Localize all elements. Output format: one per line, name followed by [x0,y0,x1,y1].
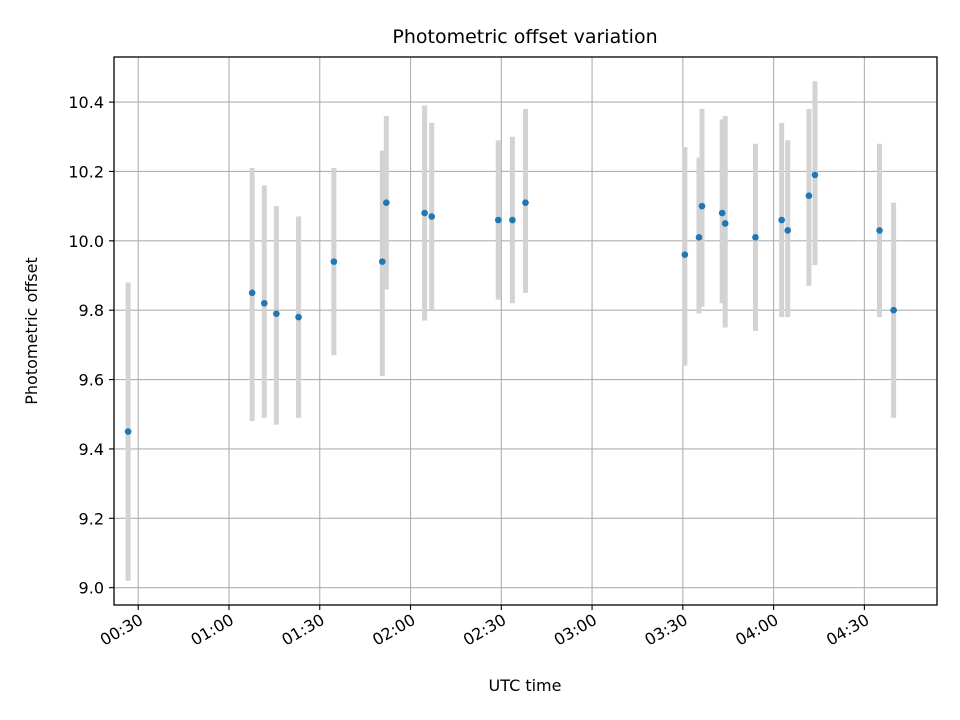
data-point [784,227,792,234]
y-tick-label: 9.2 [79,509,104,528]
data-point [522,199,529,206]
y-tick-label: 9.8 [79,301,104,320]
data-point [421,209,428,217]
chart-title: Photometric offset variation [392,26,657,48]
plot-frame [113,56,938,606]
y-tick-label: 10.0 [68,232,104,251]
data-point [295,313,302,321]
data-point [698,202,706,210]
data-point [681,251,689,258]
y-tick-label: 9.0 [79,579,104,598]
data-points [124,171,897,435]
data-point [260,299,268,307]
data-point [811,171,819,179]
data-point [248,289,256,297]
y-axis-ticks: 9.0 9.2 9.4 9.6 9.8 10.0 10.2 10.4 [68,93,114,598]
data-point [752,234,759,241]
y-axis-title: Photometric offset [22,257,41,405]
data-point [778,216,785,224]
data-point [330,258,338,265]
data-point [383,199,390,206]
data-point [890,306,897,314]
data-point [805,192,813,200]
data-point [509,216,516,224]
data-point [718,209,726,217]
data-point [876,227,883,234]
x-axis-title: UTC time [489,676,562,695]
data-point [695,234,703,241]
data-point [378,258,386,265]
data-point [124,428,132,435]
data-point [721,220,729,227]
y-tick-label: 10.2 [68,162,104,181]
y-tick-label: 9.4 [79,440,104,459]
data-point [428,213,436,220]
y-tick-label: 9.6 [79,371,104,390]
y-tick-label: 10.4 [68,93,104,112]
data-point [494,216,502,224]
data-point [273,310,280,317]
